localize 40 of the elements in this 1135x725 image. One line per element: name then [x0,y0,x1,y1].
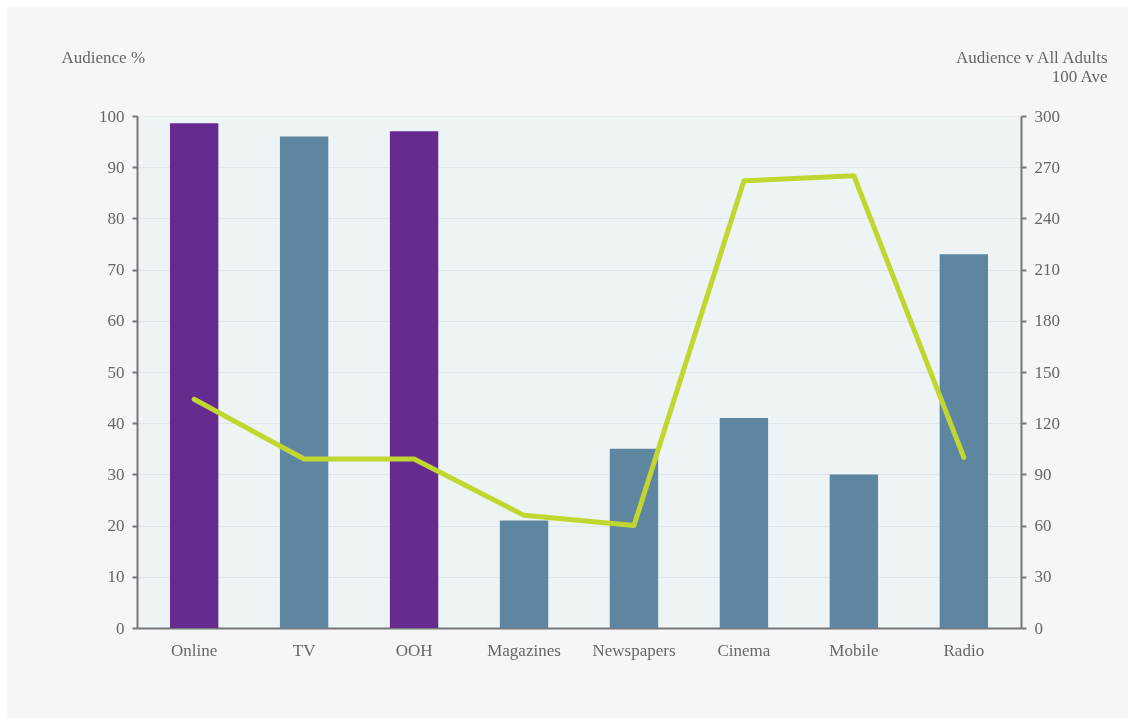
y-tick-label: 20 [107,516,125,536]
y2-tick-label: 240 [1034,208,1060,228]
y-tick-label: 50 [107,362,125,382]
y2-tick-label: 210 [1034,260,1060,280]
y2-axis-title: Audience v All Adults 100 Ave [955,47,1108,86]
y-tick-label: 40 [107,413,125,433]
y-tick-label: 10 [107,567,125,587]
bar [389,131,439,628]
x-tick-label: Cinema [717,640,771,660]
y2-tick-label: 270 [1034,157,1060,177]
x-tick-label: Radio [943,640,985,660]
y2-tick-label: 150 [1034,362,1060,382]
x-tick-label: TV [292,640,317,660]
y2-tick-label: 90 [1034,464,1052,484]
y2-tick-label: 0 [1034,618,1043,638]
x-tick-label: Mobile [829,640,879,660]
x-tick-label: Newspapers [592,640,676,660]
y-tick-label: 100 [99,106,125,126]
x-tick-label: Online [171,640,218,660]
y-tick-label: 70 [107,260,125,280]
y-tick-label: 60 [107,311,125,331]
bar [279,136,329,628]
y-tick-label: 80 [107,208,125,228]
y2-tick-label: 180 [1034,311,1060,331]
y-tick-label: 0 [116,618,125,638]
y2-tick-label: 30 [1034,567,1052,587]
y-tick-label: 90 [107,157,125,177]
bar [609,448,659,628]
y2-tick-label: 300 [1034,106,1060,126]
y-tick-label: 30 [107,464,125,484]
x-tick-label: Magazines [487,640,561,660]
y2-tick-label: 120 [1034,413,1060,433]
x-tick-label: OOH [395,640,433,660]
y2-tick-label: 60 [1034,516,1052,536]
bar [719,418,769,628]
bar [939,254,989,628]
y-axis-title: Audience % [61,47,146,67]
bar [499,520,549,628]
bar [169,123,219,628]
bar [829,474,879,628]
